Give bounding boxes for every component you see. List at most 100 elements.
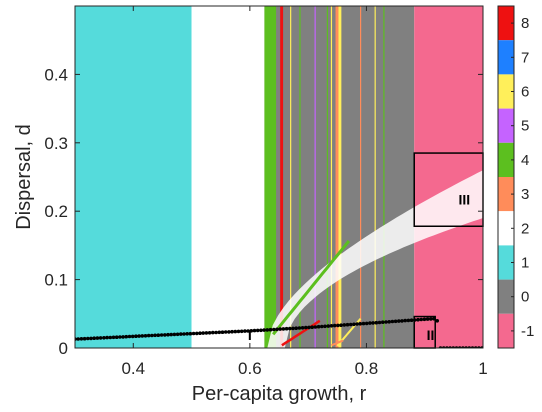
y-tick-label-0: 0 [59, 339, 68, 358]
boundary-point-54 [246, 329, 250, 333]
x-axis-label: Per-capita growth, r [192, 383, 367, 405]
boundary-point-65 [281, 327, 286, 331]
boundary-point-5 [89, 336, 93, 341]
red-branch [281, 319, 321, 347]
boundary-point-71 [300, 326, 305, 330]
boundary-point-67 [288, 326, 292, 331]
y-tick-label-1: 0.1 [44, 271, 68, 290]
x-tick-label-3: 1 [478, 359, 487, 378]
boundary-point-43 [211, 330, 215, 335]
boundary-point-15 [121, 335, 125, 339]
colorbar-swatch-3 [498, 177, 514, 212]
colorbar-label-8: 8 [521, 15, 529, 32]
regime-band-1 [191, 6, 265, 348]
boundary-point-61 [268, 327, 273, 332]
boundary-point-57 [255, 328, 260, 333]
boundary-point-30 [169, 332, 173, 337]
boundary-point-103 [403, 318, 408, 323]
boundary-point-96 [380, 320, 385, 325]
y-tick-label-4: 0.4 [44, 65, 68, 84]
colorbar-label-6: 6 [521, 84, 529, 101]
boundary-point-64 [278, 327, 283, 331]
boundary-point-109 [422, 317, 427, 322]
colorbar-swatch-4 [498, 142, 514, 177]
colorbar-label-3: 3 [521, 186, 529, 203]
colorbar-swatch-2 [498, 211, 514, 246]
boundary-point-84 [342, 323, 347, 327]
boundary-point-10 [105, 335, 109, 340]
region-label-II: II [427, 327, 435, 343]
colorbar-label-5: 5 [521, 118, 529, 135]
boundary-point-83 [339, 323, 343, 328]
x-tick-label-2: 0.8 [355, 359, 379, 378]
boundary-point-82 [336, 323, 340, 328]
colorbar-swatch-0 [498, 279, 514, 314]
boundary-curve [75, 316, 483, 348]
boundary-point-1 [76, 337, 80, 341]
boundary-point-55 [249, 329, 254, 333]
boundary-point-48 [227, 330, 231, 334]
boundary-point-85 [345, 322, 350, 327]
boundary-point-87 [352, 322, 356, 327]
boundary-point-31 [172, 332, 177, 337]
boundary-point-24 [150, 333, 154, 338]
boundary-point-68 [291, 326, 295, 331]
y-tick-label-3: 0.3 [44, 134, 68, 153]
colorbar-label-1: 1 [521, 255, 529, 272]
boundary-point-34 [182, 332, 186, 336]
region-label-III: III [459, 191, 471, 207]
boundary-point-80 [329, 324, 334, 328]
boundary-point-19 [134, 334, 138, 339]
boundary-point-72 [304, 325, 308, 330]
boundary-point-4 [86, 336, 90, 341]
colorbar-frame [497, 5, 515, 349]
boundary-point-105 [409, 318, 414, 323]
boundary-point-91 [364, 321, 369, 326]
boundary-point-49 [230, 329, 234, 334]
boundary-point-35 [185, 332, 189, 336]
boundary-point-102 [400, 319, 404, 323]
boundary-point-45 [217, 330, 222, 335]
boundary-point-52 [239, 329, 244, 334]
boundary-point-44 [214, 330, 218, 335]
boundary-point-22 [143, 334, 148, 338]
boundary-point-76 [316, 324, 321, 329]
boundary-point-60 [265, 328, 270, 332]
boundary-point-51 [236, 329, 241, 334]
regime-thin-lines [290, 6, 385, 348]
colorbar-swatch-1 [498, 245, 514, 280]
boundary-point-97 [384, 320, 388, 324]
colorbar-swatch-6 [498, 74, 514, 109]
boundary-point-99 [390, 319, 395, 324]
boundary-point-28 [163, 333, 167, 337]
boundary-point-59 [262, 328, 266, 332]
boundary-point-66 [284, 326, 289, 331]
boundary-point-38 [195, 331, 199, 336]
boundary-point-74 [310, 325, 315, 330]
boundary-point-100 [393, 319, 398, 324]
regime-band-5 [335, 6, 339, 348]
boundary-point-86 [348, 322, 353, 327]
colorbar-swatch-8 [498, 6, 514, 41]
boundary-point-78 [323, 324, 327, 329]
boundary-point-6 [92, 336, 96, 341]
boundary-point-17 [127, 334, 132, 339]
boundary-point-58 [259, 328, 263, 333]
regime-band-0 [75, 6, 192, 348]
boundary-point-95 [377, 320, 382, 325]
boundary-point-8 [98, 336, 103, 340]
colorbar-label--1: -1 [521, 323, 534, 340]
boundary-point-7 [95, 336, 100, 340]
boundary-point-98 [387, 320, 392, 324]
speckled-region [267, 170, 483, 348]
boundary-point-70 [297, 326, 302, 330]
y-axis-label: Dispersal, d [13, 124, 35, 230]
regime-band-4 [280, 6, 284, 348]
plot-frame [74, 5, 484, 349]
x-axis-ticks: 0.4 0.6 0.8 1 [121, 6, 488, 378]
boundary-point-36 [188, 331, 193, 336]
boundary-point-90 [361, 321, 366, 326]
colorbar-swatch-5 [498, 108, 514, 143]
boundary-point-21 [140, 334, 145, 338]
